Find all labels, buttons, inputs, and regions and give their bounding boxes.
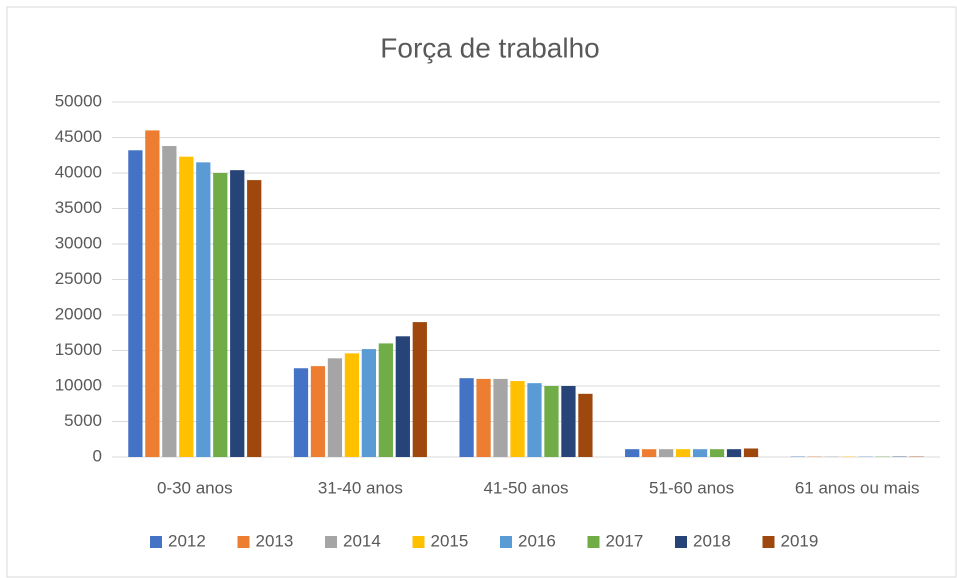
bar — [659, 449, 674, 457]
legend-swatch — [325, 536, 337, 548]
chart-title: Força de trabalho — [380, 32, 599, 63]
y-tick-label: 30000 — [55, 233, 102, 252]
bar — [561, 386, 576, 457]
legend-label: 2017 — [606, 531, 644, 550]
bar — [327, 358, 343, 457]
bar — [179, 156, 194, 458]
bar — [493, 378, 508, 457]
legend-swatch — [762, 536, 775, 548]
legend-swatch — [675, 536, 687, 548]
x-tick-label: 31-40 anos — [318, 478, 403, 497]
y-tick-label: 20000 — [55, 304, 102, 323]
bar — [361, 349, 377, 457]
legend-label: 2016 — [518, 531, 556, 550]
bar — [709, 449, 725, 457]
bar — [230, 170, 245, 457]
bar — [578, 393, 593, 457]
bar — [213, 173, 228, 457]
y-tick-label: 10000 — [55, 375, 102, 394]
bar — [378, 343, 393, 457]
bar — [128, 150, 143, 457]
bar — [510, 381, 525, 457]
y-tick-label: 45000 — [55, 127, 102, 146]
x-tick-label: 51-60 anos — [649, 478, 734, 497]
legend-label: 2012 — [168, 531, 206, 550]
legend-swatch — [587, 536, 600, 548]
bar — [145, 130, 160, 457]
legend-swatch — [500, 536, 512, 548]
y-tick-label: 50000 — [55, 91, 102, 110]
legend-label: 2019 — [781, 531, 819, 550]
bar — [476, 378, 491, 457]
legend-label: 2013 — [256, 531, 294, 550]
legend-swatch — [412, 536, 425, 548]
legend-label: 2014 — [343, 531, 381, 550]
y-tick-label: 25000 — [55, 269, 102, 288]
bar — [412, 322, 427, 457]
x-tick-label: 61 anos ou mais — [795, 478, 920, 497]
bar — [459, 378, 474, 457]
y-tick-label: 40000 — [55, 162, 102, 181]
bar — [395, 336, 410, 457]
bar — [675, 449, 691, 457]
y-tick-label: 0 — [93, 446, 102, 465]
bar — [726, 449, 742, 457]
bar — [247, 180, 262, 457]
bar — [527, 383, 542, 457]
x-tick-label: 0-30 anos — [157, 478, 233, 497]
bar — [162, 146, 177, 457]
bar — [344, 353, 360, 457]
bar — [642, 449, 657, 457]
bar — [743, 448, 759, 457]
bar — [692, 449, 708, 457]
legend-swatch — [237, 536, 250, 548]
bar — [625, 449, 640, 457]
bar — [544, 386, 559, 457]
bar — [196, 162, 211, 457]
x-tick-label: 41-50 anos — [483, 478, 568, 497]
legend-swatch — [150, 536, 162, 548]
legend-label: 2018 — [693, 531, 731, 550]
y-tick-label: 5000 — [64, 411, 102, 430]
bar — [293, 368, 309, 457]
bar — [310, 366, 326, 457]
y-tick-label: 35000 — [55, 198, 102, 217]
legend-label: 2015 — [431, 531, 469, 550]
y-tick-label: 15000 — [55, 340, 102, 359]
